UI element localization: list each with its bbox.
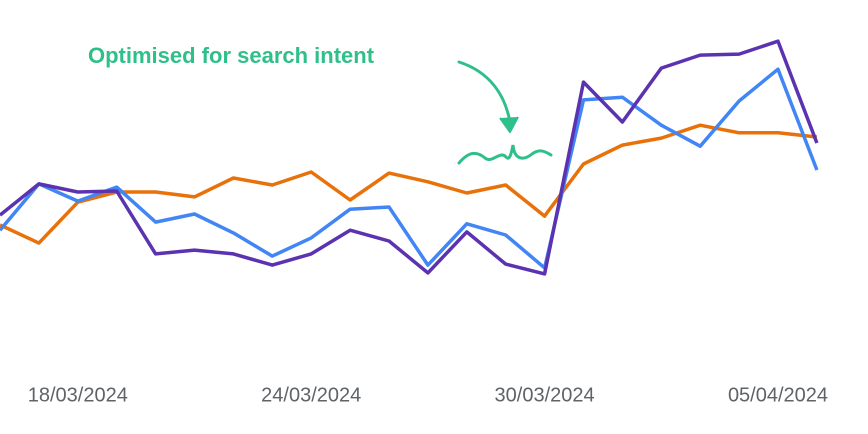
x-tick-label: 30/03/2024 <box>495 384 595 406</box>
annotation-squiggle <box>457 144 553 165</box>
annotation-arrow <box>457 60 512 124</box>
series-line <box>0 39 819 276</box>
annotation-arrowhead <box>499 116 519 133</box>
series-line <box>0 67 819 270</box>
x-tick-label: 24/03/2024 <box>261 384 361 406</box>
annotation: Optimised for search intent <box>88 43 375 68</box>
series-line <box>0 123 818 245</box>
x-tick-label: 05/04/2024 <box>728 384 828 406</box>
x-tick-label: 18/03/2024 <box>28 384 128 406</box>
